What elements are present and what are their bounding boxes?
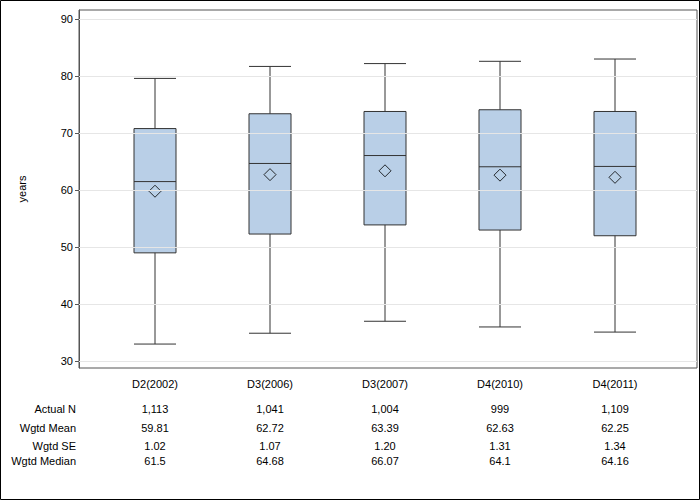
svg-text:D3(2006): D3(2006) xyxy=(247,378,293,390)
svg-text:D3(2007): D3(2007) xyxy=(362,378,408,390)
svg-text:63.39: 63.39 xyxy=(371,422,399,434)
svg-text:1,109: 1,109 xyxy=(601,403,629,415)
svg-text:64.16: 64.16 xyxy=(601,455,629,467)
svg-text:1.07: 1.07 xyxy=(259,440,280,452)
svg-text:60: 60 xyxy=(61,184,73,196)
svg-text:Wgtd SE: Wgtd SE xyxy=(33,440,76,452)
svg-text:D4(2010): D4(2010) xyxy=(477,378,523,390)
svg-text:61.5: 61.5 xyxy=(144,455,165,467)
svg-text:1,004: 1,004 xyxy=(371,403,399,415)
svg-text:40: 40 xyxy=(61,298,73,310)
svg-text:50: 50 xyxy=(61,241,73,253)
svg-text:62.25: 62.25 xyxy=(601,422,629,434)
svg-text:62.63: 62.63 xyxy=(486,422,514,434)
svg-text:D4(2011): D4(2011) xyxy=(592,378,637,390)
svg-text:Wgtd Mean: Wgtd Mean xyxy=(20,422,76,434)
svg-text:1.34: 1.34 xyxy=(604,440,625,452)
svg-text:66.07: 66.07 xyxy=(371,455,399,467)
svg-text:Wgtd Median: Wgtd Median xyxy=(11,455,76,467)
svg-text:59.81: 59.81 xyxy=(141,422,169,434)
svg-text:years: years xyxy=(16,175,28,202)
svg-text:1.20: 1.20 xyxy=(374,440,395,452)
svg-text:64.68: 64.68 xyxy=(256,455,284,467)
svg-text:D2(2002): D2(2002) xyxy=(132,378,178,390)
svg-text:999: 999 xyxy=(491,403,509,415)
svg-text:70: 70 xyxy=(61,127,73,139)
svg-text:62.72: 62.72 xyxy=(256,422,284,434)
svg-text:64.1: 64.1 xyxy=(489,455,510,467)
svg-text:90: 90 xyxy=(61,13,73,25)
svg-text:1,113: 1,113 xyxy=(142,403,169,415)
svg-text:80: 80 xyxy=(61,70,73,82)
svg-text:1.02: 1.02 xyxy=(144,440,165,452)
svg-text:30: 30 xyxy=(61,355,73,367)
svg-text:1.31: 1.31 xyxy=(489,440,510,452)
svg-text:Actual N: Actual N xyxy=(34,403,76,415)
svg-text:1,041: 1,041 xyxy=(256,403,284,415)
